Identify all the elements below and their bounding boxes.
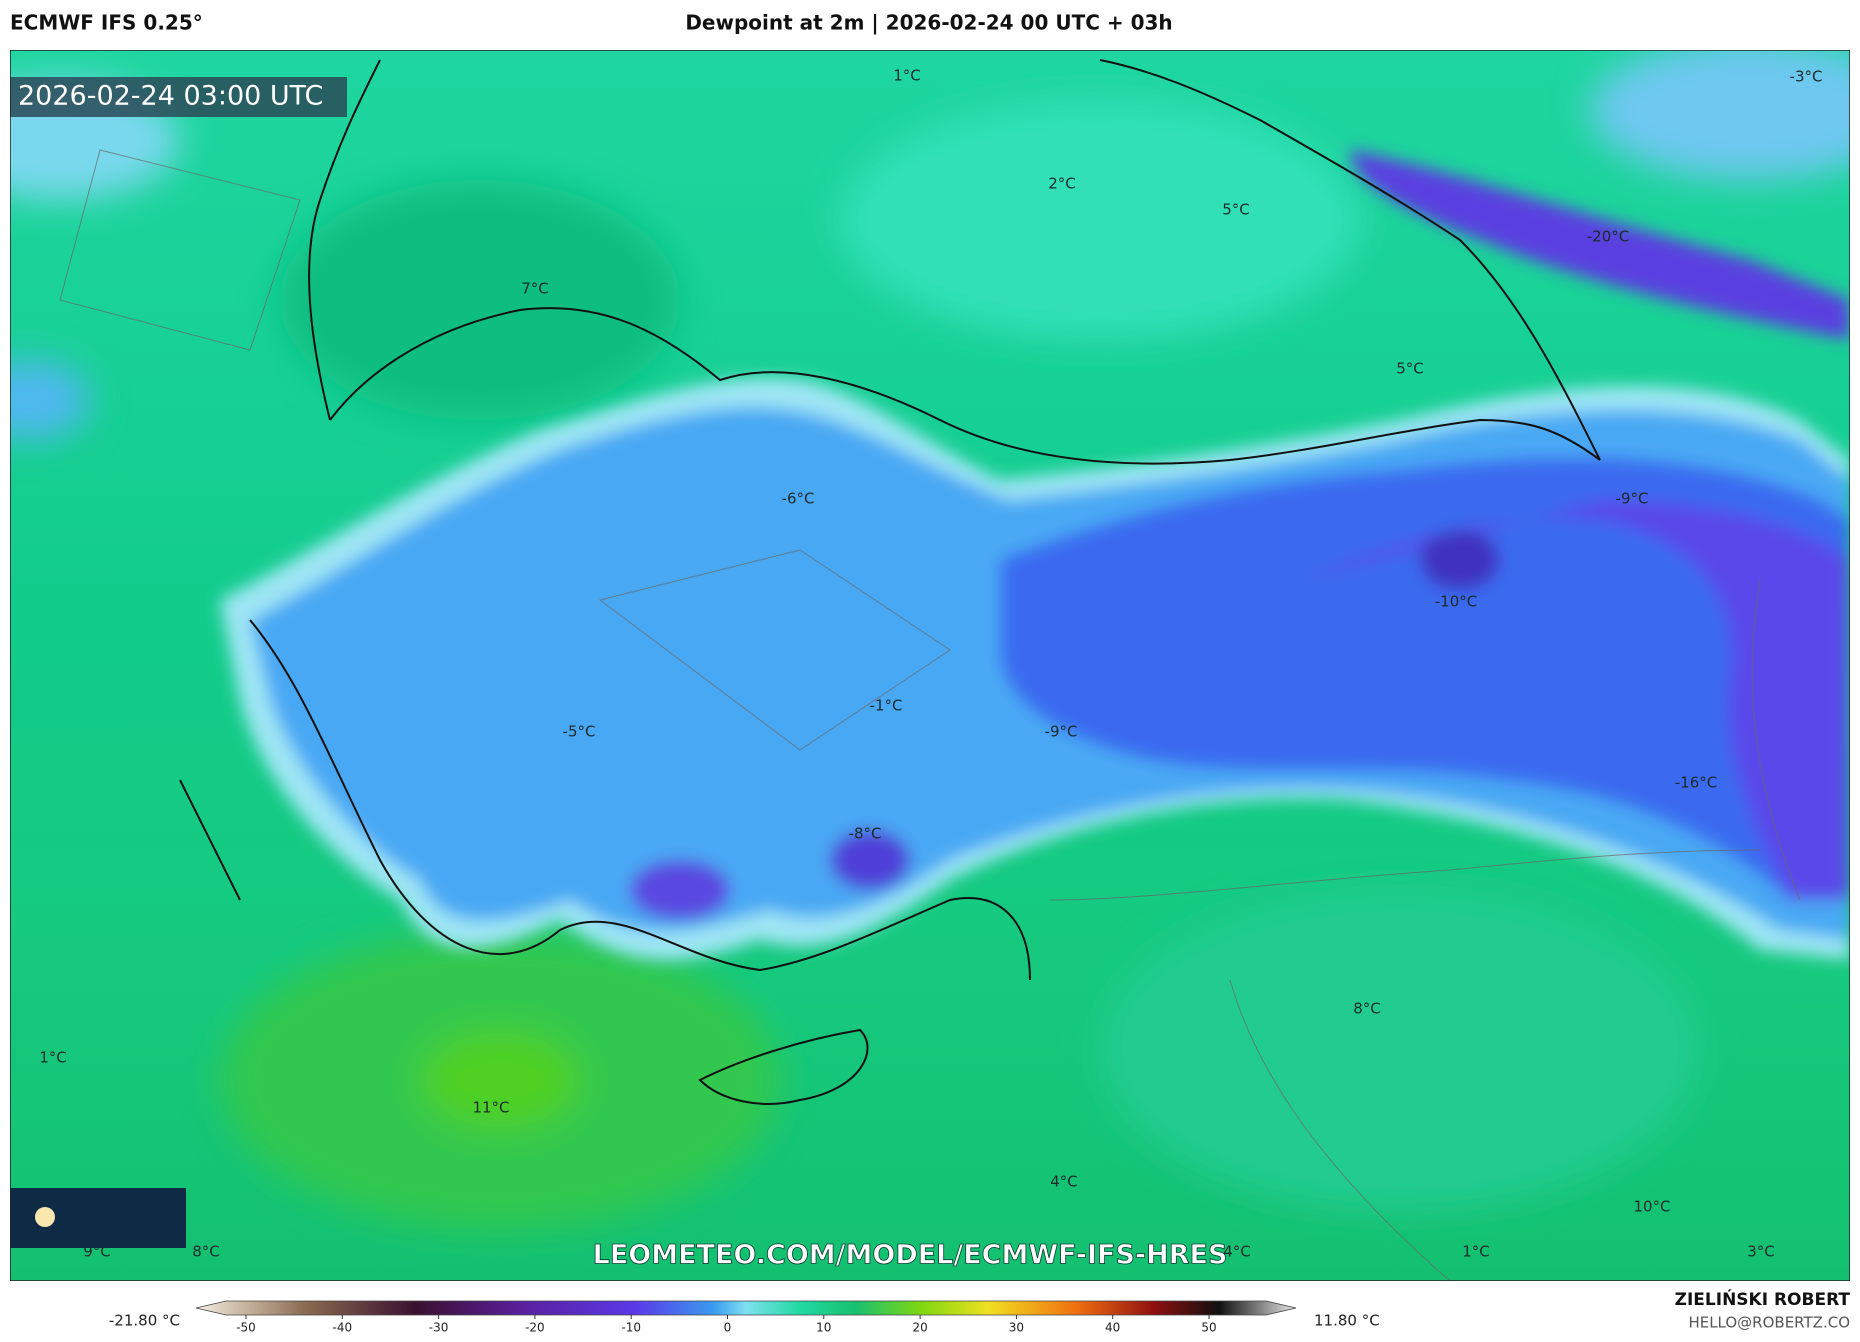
colorbar: -21.80 °C 11.80 °C -50 -40 -30 -20 -10 0 10 20 3…: [109, 1300, 1380, 1335]
colorbar-tick-label: -10: [621, 1321, 641, 1335]
colorbar-tick-label: 40: [1105, 1321, 1120, 1335]
coastlines: [179, 59, 1601, 1105]
timestamp: 2026-02-24 03:00 UTC: [18, 81, 323, 112]
colorbar-tick-label: 30: [1009, 1321, 1024, 1335]
map-title: Dewpoint at 2m | 2026-02-24 00 UTC + 03h: [685, 11, 1172, 35]
temp-label: -8°C: [849, 825, 882, 843]
colorbar-tick-label: -50: [236, 1321, 256, 1335]
colorbar-tick-label: 50: [1201, 1321, 1216, 1335]
colorbar-tick-label: 0: [724, 1321, 732, 1335]
temp-label: -3°C: [1790, 68, 1823, 86]
temp-label: 1°C: [893, 67, 921, 85]
colorbar-tick-label: 10: [816, 1321, 831, 1335]
temp-label: 4°C: [1050, 1173, 1078, 1191]
temp-label: 10°C: [1633, 1198, 1670, 1216]
temp-label: -9°C: [1045, 723, 1078, 741]
temp-label: 8°C: [1353, 1000, 1381, 1018]
colorbar-tick-label: -40: [332, 1321, 352, 1335]
colorbar-scale: [195, 1300, 1297, 1316]
borders: [59, 149, 1801, 1281]
legend-min: -21.80 °C: [109, 1312, 180, 1330]
colorbar-tick-label: -20: [525, 1321, 545, 1335]
temp-label: -5°C: [563, 723, 596, 741]
temp-label: -6°C: [782, 490, 815, 508]
map: 2026-02-24 03:00 UTC 2°C 5°C 7°C 5°C -20…: [10, 50, 1850, 1281]
model-name: ECMWF IFS 0.25°: [10, 11, 203, 35]
cold-region: [220, 150, 1850, 961]
temp-label: 1°C: [39, 1049, 67, 1067]
temp-label: 2°C: [1048, 175, 1076, 193]
colorbar-tick-label: 20: [912, 1321, 927, 1335]
temp-label: -10°C: [1435, 593, 1477, 611]
temp-label: 3°C: [1747, 1243, 1775, 1261]
legend-max: 11.80 °C: [1314, 1312, 1380, 1330]
temp-label: -1°C: [870, 697, 903, 715]
temp-label: -9°C: [1616, 490, 1649, 508]
timestamp-box: [10, 77, 347, 117]
temperature-labels: 2°C 5°C 7°C 5°C -20°C -3°C 1°C -6°C -9°C…: [39, 67, 1822, 1261]
temp-label: 11°C: [472, 1099, 509, 1117]
watermark: LEOMETEO.COM/MODEL/ECMWF-IFS-HRES: [593, 1240, 1228, 1271]
temp-label: 8°C: [192, 1243, 220, 1261]
logo: [10, 1188, 186, 1248]
email: HELLO@ROBERTZ.CO: [1688, 1314, 1850, 1332]
temp-label: -20°C: [1587, 228, 1629, 246]
author: ZIELIŃSKI ROBERT: [1675, 1288, 1851, 1310]
temp-label: 5°C: [1396, 360, 1424, 378]
temp-label: 4°C: [1223, 1243, 1251, 1261]
temp-label: 5°C: [1222, 201, 1250, 219]
colorbar-tick-label: -30: [429, 1321, 449, 1335]
temp-label: 1°C: [1462, 1243, 1490, 1261]
temp-label: -16°C: [1675, 774, 1717, 792]
temp-label: 7°C: [521, 280, 549, 298]
logo-sun: [35, 1207, 55, 1227]
